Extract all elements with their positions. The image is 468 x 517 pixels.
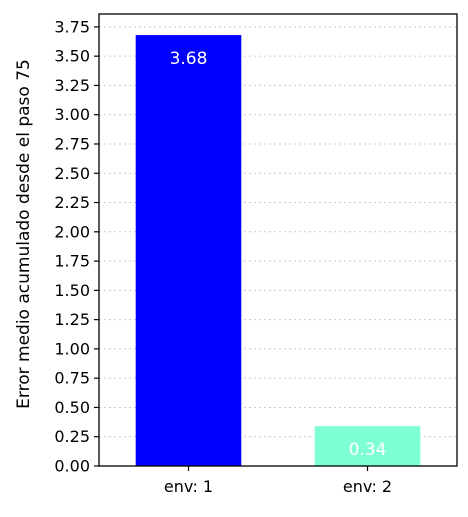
y-axis-label: Error medio acumulado desde el paso 75: [14, 59, 34, 409]
bar-value-label: 3.68: [170, 49, 208, 69]
y-tick-label: 3.00: [54, 105, 90, 124]
bar-value-label: 0.34: [349, 440, 387, 460]
y-tick-label: 2.00: [54, 222, 90, 241]
y-axis: 0.00 0.25 0.50 0.75 1.00 1.25 1.50 1.75 2.00 2.25…: [54, 17, 99, 476]
y-tick-label: 2.50: [54, 164, 90, 183]
bars: [135, 35, 421, 466]
x-tick-label: env: 2: [343, 477, 392, 496]
y-tick-label: 0.75: [54, 369, 90, 388]
y-tick-label: 3.25: [54, 76, 90, 95]
bar: [135, 35, 242, 466]
y-tick-label: 0.25: [54, 427, 90, 446]
bar: [314, 426, 421, 466]
y-tick-label: 0.00: [54, 457, 90, 476]
y-tick-label: 1.25: [54, 310, 90, 329]
y-tick-label: 3.50: [54, 47, 90, 66]
y-tick-label: 2.75: [54, 134, 90, 153]
plot-frame: [98, 13, 458, 467]
y-tick-label: 1.00: [54, 339, 90, 358]
x-tick-label: env: 1: [164, 477, 213, 496]
y-tick-label: 3.75: [54, 17, 90, 36]
y-tick-label: 1.50: [54, 281, 90, 300]
y-tick-label: 0.50: [54, 398, 90, 417]
x-axis: env: 1 env: 2: [164, 466, 392, 496]
bar-value-labels: 3.68 0.34: [170, 49, 387, 460]
y-tick-label: 1.75: [54, 252, 90, 271]
y-tick-label: 2.25: [54, 193, 90, 212]
